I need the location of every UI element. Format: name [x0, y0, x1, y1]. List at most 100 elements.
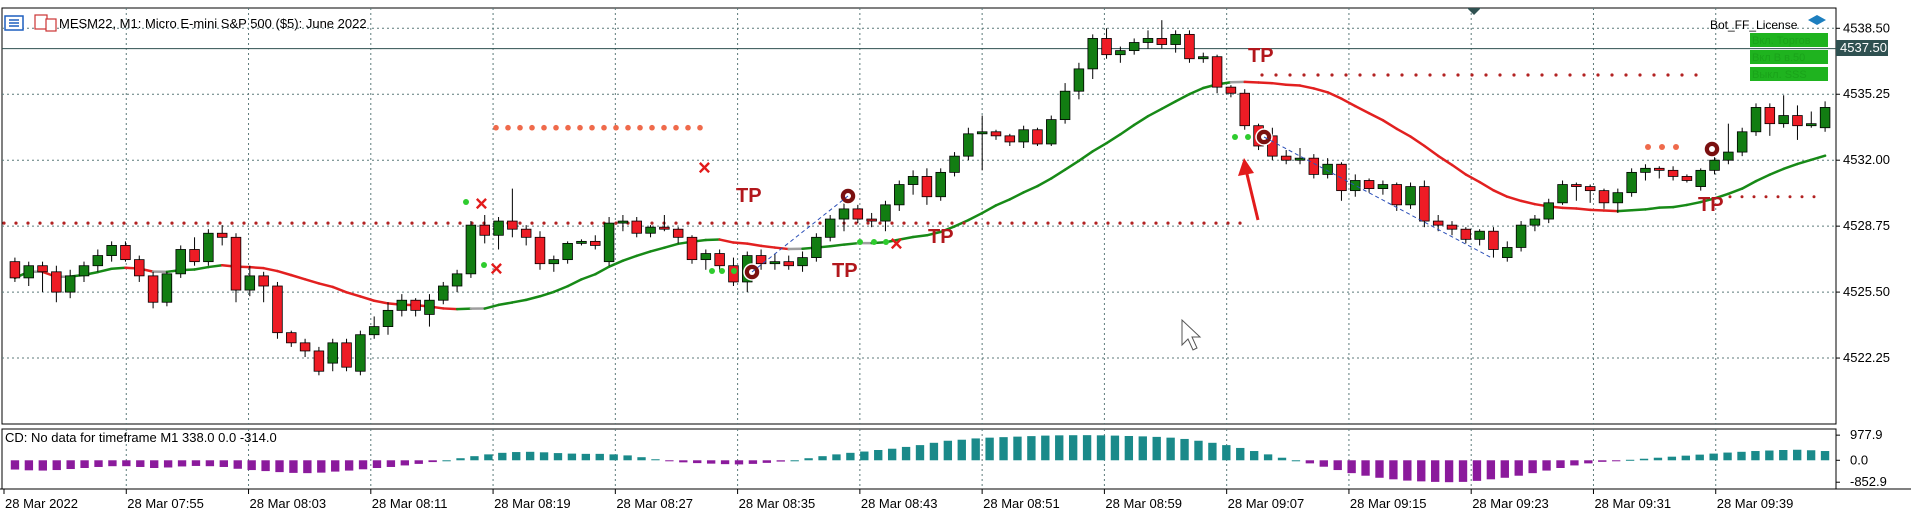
ma-segment: [1506, 195, 1523, 203]
ma-segment: [607, 259, 625, 268]
candle-body: [894, 184, 905, 206]
annotations: TP TP TP TP TP × × × ×: [463, 45, 1724, 282]
ma-segment: [1326, 91, 1343, 100]
oscillator-bar: [331, 460, 340, 472]
candle-body: [1046, 119, 1057, 145]
ma-segment: [96, 267, 113, 274]
price-tick-label: 4532.00: [1843, 152, 1890, 167]
ma-segment: [1713, 192, 1730, 200]
oscillator-bar: [275, 460, 284, 473]
oscillator-tick-label: 0.0: [1850, 452, 1868, 467]
time-tick-label: 28 Mar 09:39: [1717, 496, 1794, 511]
level-dot: [926, 221, 930, 225]
trading-on-button[interactable]: [1750, 33, 1828, 47]
candle-body: [1709, 159, 1720, 171]
level-dot: [1226, 221, 1230, 225]
oscillator-bar: [1625, 459, 1635, 461]
ma-segment: [1036, 177, 1053, 188]
candle-body: [1502, 247, 1513, 259]
oscillator-bar: [1194, 440, 1203, 461]
graduation-cap-icon: [1808, 15, 1826, 25]
level-dot: [722, 221, 726, 225]
level-dot: [541, 124, 547, 131]
scroll-marker-icon[interactable]: [1467, 8, 1481, 15]
level-dot: [1094, 221, 1098, 225]
tp-label: TP: [1698, 194, 1724, 216]
level-dot: [1260, 73, 1264, 77]
ma-segment: [1105, 133, 1122, 145]
level-dot: [625, 124, 631, 131]
level-dot: [902, 221, 906, 225]
ma-segment: [497, 301, 514, 307]
level-dot: [1728, 195, 1732, 199]
candle-body: [244, 275, 256, 291]
ma-segment: [1354, 104, 1371, 115]
oscillator-bar: [317, 460, 326, 473]
oscillator-bar: [1514, 460, 1523, 476]
level-dot: [614, 221, 618, 225]
oscillator-panel: 977.9 0.0 -852.9: [10, 427, 1887, 489]
level-dot: [517, 124, 523, 131]
level-dot: [1470, 73, 1474, 77]
ma-segment: [442, 307, 459, 311]
ma-segment: [1091, 141, 1108, 153]
candle-body: [438, 285, 449, 301]
sss-off-button[interactable]: [1750, 67, 1828, 81]
level-dot: [686, 221, 690, 225]
ma-segment: [1077, 150, 1094, 163]
oscillator-bar: [971, 438, 980, 461]
document-icon[interactable]: [34, 14, 48, 30]
oscillator-bar: [525, 451, 535, 461]
signal-dot: [731, 268, 737, 274]
bot-panel: Bot_FF_License Вкл. Торгов Вкл В в.50 Вы…: [1710, 15, 1828, 81]
candle-body: [548, 259, 560, 265]
mode-button[interactable]: [1750, 50, 1828, 64]
candle-body: [9, 261, 21, 279]
ma-segment: [538, 290, 556, 298]
level-dot: [446, 221, 450, 225]
signal-dot: [871, 239, 877, 245]
ma-segment: [552, 284, 569, 294]
oscillator-bar: [609, 454, 618, 461]
oscillator-bar: [1277, 457, 1287, 461]
price-tick-label: 4525.50: [1843, 284, 1890, 299]
oscillator-bar: [720, 460, 730, 465]
level-dot: [206, 221, 210, 225]
ma-segment: [483, 303, 500, 310]
level-dot: [542, 221, 546, 225]
candle-body: [1612, 192, 1624, 204]
oscillator-bar: [1751, 451, 1760, 461]
level-dot: [374, 221, 378, 225]
candle-body: [755, 255, 767, 265]
x-mark: ×: [490, 256, 503, 281]
candle-body: [120, 245, 131, 261]
level-dot: [1788, 195, 1792, 199]
signal-dot: [1232, 134, 1238, 140]
signal-dot: [883, 239, 889, 245]
candle-body: [1142, 38, 1154, 43]
candle-body: [907, 176, 919, 185]
ma-segment: [1740, 179, 1758, 190]
oscillator-bar: [1041, 435, 1050, 461]
candle-body: [714, 253, 725, 267]
oscillator-bar: [1068, 435, 1078, 461]
ma-segment: [1602, 209, 1620, 213]
candle-body: [700, 253, 712, 261]
candle-body: [852, 208, 864, 220]
level-dot: [1010, 221, 1014, 225]
oscillator-bar: [1361, 460, 1370, 476]
level-dot: [1330, 73, 1334, 77]
current-price: 4537.50: [1840, 40, 1887, 55]
level-dot: [122, 221, 126, 225]
oscillator-bar: [1639, 458, 1649, 461]
candle-body: [990, 131, 1002, 137]
oscillator-bar: [1779, 450, 1788, 461]
oscillator-bar: [1124, 435, 1134, 461]
level-dot: [746, 221, 750, 225]
ma-segment: [1022, 184, 1039, 194]
oscillator-bar: [846, 452, 855, 461]
oscillator-bar: [623, 455, 632, 461]
candle-body: [1764, 107, 1776, 125]
candle-body: [451, 273, 463, 287]
